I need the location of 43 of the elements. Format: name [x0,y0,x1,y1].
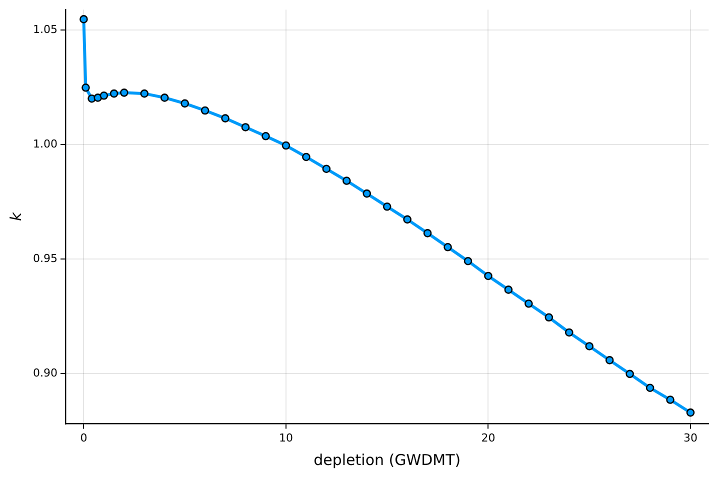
point [585,342,594,350]
point [686,408,695,417]
y-tick-label: 0.95 [32,252,58,265]
point [646,384,654,392]
point [322,164,331,174]
point [484,272,492,280]
y-tick-label: 1.00 [32,137,58,150]
point [241,123,250,132]
point [140,89,149,98]
x-tick-label: 10 [278,431,293,444]
point [524,300,533,308]
point [444,242,452,252]
point [82,83,90,92]
point [605,356,614,364]
point [221,114,230,122]
point [403,215,412,224]
point [302,152,310,162]
point [342,176,351,185]
point [100,91,108,100]
y-axis-title: k [6,211,25,222]
point [362,189,372,198]
x-tick-label: 30 [683,431,698,444]
point [504,286,513,294]
point [110,89,118,98]
point [564,328,574,337]
point [282,141,290,150]
point [666,396,674,404]
x-tick-label: 0 [80,431,88,444]
y-tick-label: 0.90 [32,366,58,380]
point [464,256,472,266]
point [180,99,189,108]
point [160,94,169,102]
point [200,106,210,115]
point [382,202,392,211]
point [80,15,88,24]
x-tick-label: 20 [481,431,496,444]
point [120,88,128,97]
point [423,229,432,238]
x-axis-title: depletion (GWDMT) [314,450,461,469]
point [544,313,554,322]
point [262,132,270,140]
y-tick-label: 1.05 [32,23,58,36]
point [626,370,634,378]
